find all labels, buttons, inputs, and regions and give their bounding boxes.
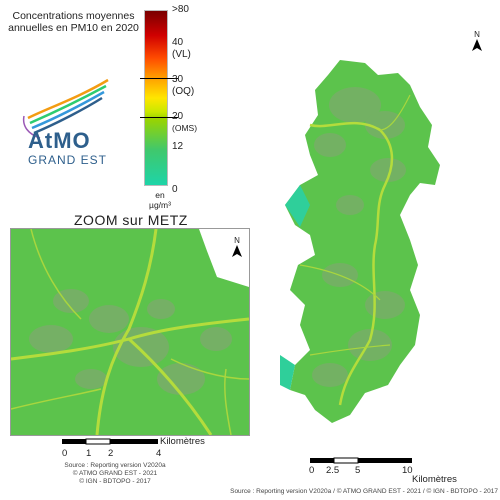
zoom-scale-label: Kilomètres [160,436,205,447]
zoom-north-arrow: N [232,236,242,259]
zoom-map-canvas [11,229,249,435]
main-scale-tick-0: 0 [309,465,315,476]
unit-line2: µg/m³ [149,200,171,210]
main-scale-tick-2-5: 2.5 [326,465,340,476]
legend-title-line2: annuelles en PM10 en 2020 [8,22,139,34]
main-north-label: N [474,30,480,39]
main-scale-bar [310,457,412,464]
zoom-scale-tick-1: 1 [86,448,92,459]
scale-line-oq [140,78,178,79]
tick-12: 12 [172,141,184,152]
legend-title: Concentrations moyennes annuelles en PM1… [6,10,141,34]
tick-oq: (OQ) [172,86,195,97]
north-arrow-icon [472,39,482,51]
north-arrow-icon [232,245,242,257]
zoom-map-metz[interactable] [10,228,250,436]
zoom-source-line1: Source : Reporting version V2020a [64,462,166,469]
zoom-scale-tick-2: 2 [108,448,114,459]
unit-line1: en [155,190,165,200]
pm10-color-scale [144,10,168,186]
zoom-source-line2: © ATMO GRAND EST - 2021 [72,470,158,477]
zoom-source: Source : Reporting version V2020a © ATMO… [60,462,170,486]
main-map[interactable] [270,55,445,427]
tick-oms: (OMS) [172,123,198,133]
zoom-title: ZOOM sur METZ [74,212,188,228]
tick-30: 30 [172,74,184,85]
main-source: Source : Reporting version V2020a / © AT… [230,488,498,495]
logo-name: AtMO [28,128,91,153]
legend-title-line1: Concentrations moyennes [12,10,135,22]
unit-label: en µg/m³ [140,190,180,210]
tick-40: 40 [172,37,184,48]
zoom-scale-tick-4: 4 [156,448,162,459]
logo-subtitle: GRAND EST [28,153,108,167]
zoom-scale-bar [62,438,158,445]
tick-vl: (VL) [172,49,191,60]
main-north-arrow: N [472,30,482,53]
main-scale-label: Kilomètres [412,474,457,485]
tick-20: 20 [172,111,184,122]
atmo-logo-icon [22,78,109,139]
scale-line-oms [140,117,178,118]
main-scale-tick-5: 5 [355,465,361,476]
zoom-north-label: N [234,236,240,245]
tick-0: 0 [172,184,178,195]
zoom-source-line3: © IGN - BDTOPO - 2017 [79,478,151,485]
tick-80: >80 [172,4,189,15]
main-scale-tick-10: 10 [402,465,413,476]
zoom-scale-tick-0: 0 [62,448,68,459]
